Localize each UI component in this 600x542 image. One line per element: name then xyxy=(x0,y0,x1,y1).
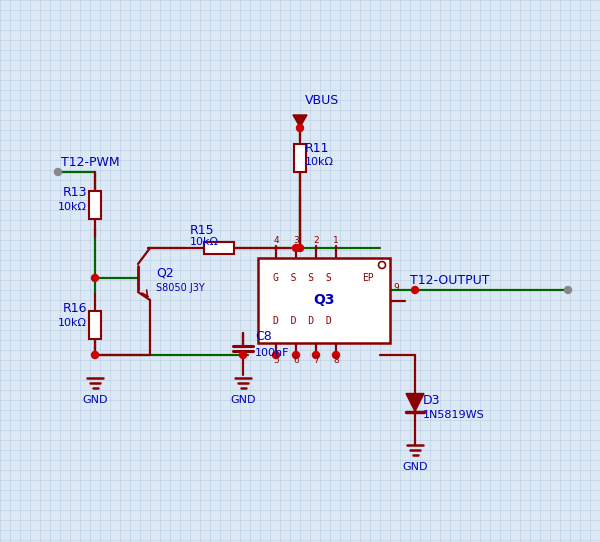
Text: T12-OUTPUT: T12-OUTPUT xyxy=(410,274,490,287)
Text: 1: 1 xyxy=(333,236,339,245)
Text: D  D  D  D: D D D D xyxy=(273,316,332,326)
Text: Q3: Q3 xyxy=(313,294,335,307)
Bar xyxy=(89,190,101,218)
Circle shape xyxy=(332,352,340,358)
Text: 9: 9 xyxy=(393,283,399,293)
Circle shape xyxy=(272,352,280,358)
Bar xyxy=(258,258,390,343)
Text: Q2: Q2 xyxy=(156,267,174,280)
Text: VBUS: VBUS xyxy=(305,94,339,106)
Circle shape xyxy=(296,244,304,251)
Text: 6: 6 xyxy=(293,356,299,365)
Text: R16: R16 xyxy=(62,301,87,314)
Circle shape xyxy=(91,352,98,358)
Text: 10kΩ: 10kΩ xyxy=(190,237,219,247)
Polygon shape xyxy=(293,115,307,127)
Circle shape xyxy=(293,352,299,358)
Text: 2: 2 xyxy=(313,236,319,245)
Text: GND: GND xyxy=(230,395,256,405)
Text: 3: 3 xyxy=(293,236,299,245)
Bar xyxy=(294,144,306,171)
Text: R15: R15 xyxy=(190,223,215,236)
Text: S8050 J3Y: S8050 J3Y xyxy=(156,283,205,293)
Text: 10kΩ: 10kΩ xyxy=(305,157,334,167)
Text: 10kΩ: 10kΩ xyxy=(58,202,87,212)
Circle shape xyxy=(293,244,299,251)
Text: GND: GND xyxy=(82,395,108,405)
Text: R11: R11 xyxy=(305,141,329,154)
Circle shape xyxy=(565,287,571,294)
Circle shape xyxy=(91,274,98,281)
Text: G  S  S  S: G S S S xyxy=(273,273,332,283)
Circle shape xyxy=(313,352,320,358)
Text: T12-PWM: T12-PWM xyxy=(61,156,119,169)
Text: 7: 7 xyxy=(313,356,319,365)
Text: 5: 5 xyxy=(273,356,279,365)
Circle shape xyxy=(239,352,247,358)
Polygon shape xyxy=(406,393,424,411)
Text: 1N5819WS: 1N5819WS xyxy=(423,410,485,420)
Bar xyxy=(89,311,101,339)
Text: D3: D3 xyxy=(423,393,440,406)
Text: R13: R13 xyxy=(62,185,87,198)
Text: 100nF: 100nF xyxy=(255,348,290,358)
Text: C8: C8 xyxy=(255,330,272,343)
Bar xyxy=(204,242,234,254)
Circle shape xyxy=(55,169,62,176)
Text: EP: EP xyxy=(362,273,374,283)
Text: 4: 4 xyxy=(273,236,279,245)
Circle shape xyxy=(296,125,304,132)
Text: 10kΩ: 10kΩ xyxy=(58,318,87,328)
Circle shape xyxy=(412,287,419,294)
Text: GND: GND xyxy=(402,462,428,472)
Text: 8: 8 xyxy=(333,356,339,365)
